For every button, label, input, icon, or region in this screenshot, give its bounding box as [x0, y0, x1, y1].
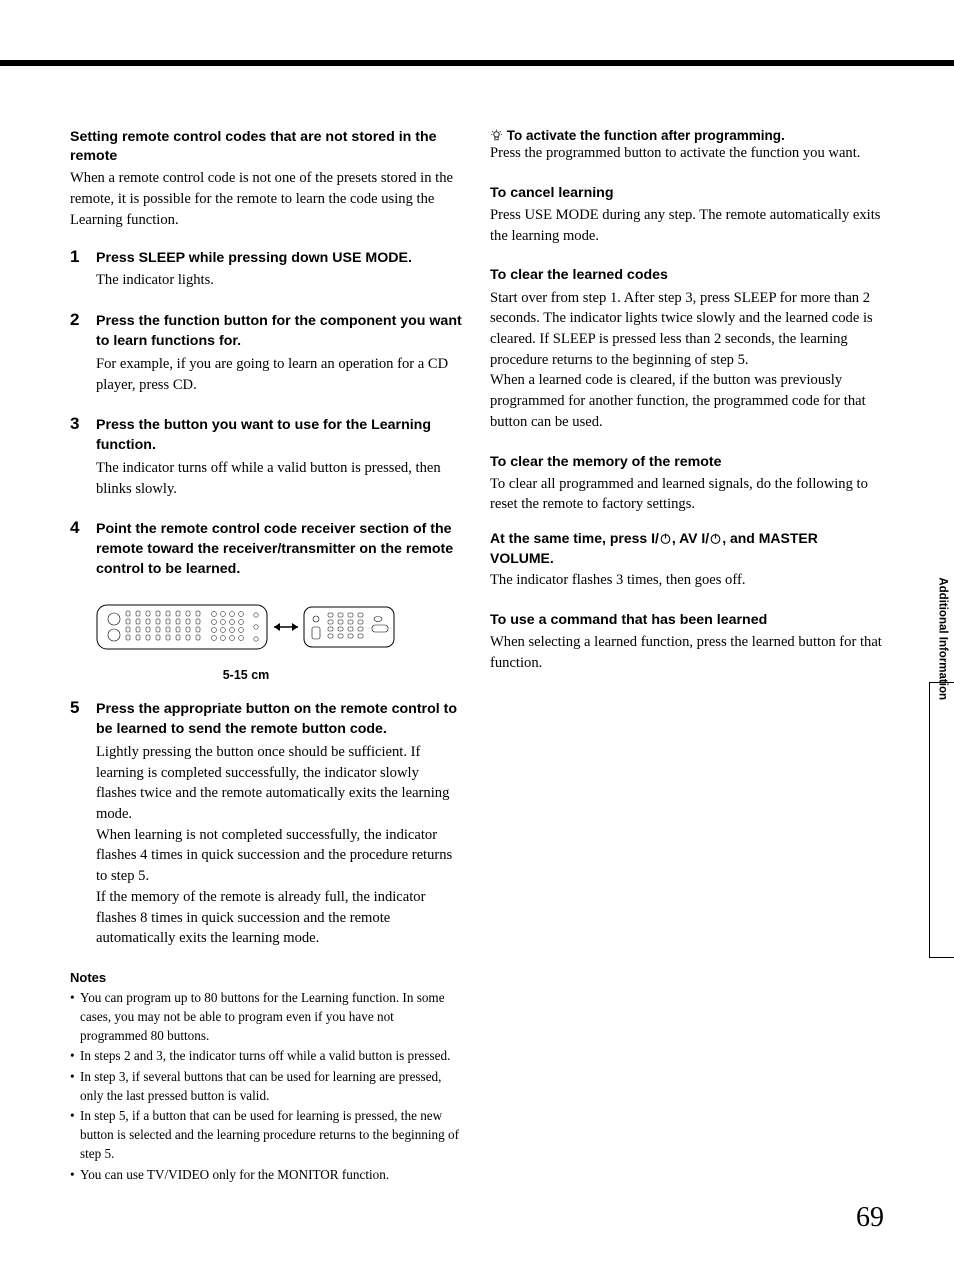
step-title: Point the remote control code receiver s… [96, 520, 462, 580]
note-item: In step 5, if a button that can be used … [70, 1107, 462, 1163]
step-number: 5 [70, 698, 79, 718]
note-item: You can use TV/VIDEO only for the MONITO… [70, 1166, 462, 1185]
step-item: 5 Press the appropriate button on the rem… [70, 700, 462, 949]
power-icon [659, 532, 672, 545]
sec3-body2: The indicator flashes 3 times, then goes… [490, 570, 882, 591]
intro-body: When a remote control code is not one of… [70, 168, 462, 230]
step-body: Lightly pressing the button once should … [96, 742, 462, 949]
sec4-body: When selecting a learned function, press… [490, 632, 882, 673]
sec2-heading: To clear the learned codes [490, 266, 882, 285]
diagram-caption: 5-15 cm [96, 668, 396, 682]
step-item: 4 Point the remote control code receiver … [70, 520, 462, 580]
step-number: 4 [70, 518, 79, 538]
right-column: To activate the function after programmi… [490, 128, 882, 1186]
step-number: 1 [70, 247, 79, 267]
sec3-sub-a: I/ [651, 530, 659, 546]
sec2-body: Start over from step 1. After step 3, pr… [490, 288, 882, 433]
steps-list: 1 Press SLEEP while pressing down USE MOD… [70, 249, 462, 950]
step-body: For example, if you are going to learn a… [96, 354, 462, 395]
tip-icon [490, 128, 507, 143]
intro-heading: Setting remote control codes that are no… [70, 128, 462, 166]
header-rule [0, 60, 954, 66]
step-body: The indicator turns off while a valid bu… [96, 458, 462, 499]
note-item: You can program up to 80 buttons for the… [70, 989, 462, 1045]
page-number: 69 [856, 1202, 884, 1234]
step-title: Press the appropriate button on the remo… [96, 700, 462, 740]
step-body: The indicator lights. [96, 270, 462, 291]
note-item: In steps 2 and 3, the indicator turns of… [70, 1047, 462, 1066]
sec3-sub-mid: , AV [672, 530, 702, 546]
notes-list: You can program up to 80 buttons for the… [70, 989, 462, 1184]
step-title: Press the button you want to use for the… [96, 416, 462, 456]
sidebar-label: Additional Information [937, 577, 949, 700]
sidebar-tab [929, 682, 954, 958]
step-title: Press the function button for the compon… [96, 312, 462, 352]
step-title: Press SLEEP while pressing down USE MODE… [96, 249, 462, 269]
step-item: 1 Press SLEEP while pressing down USE MOD… [70, 249, 462, 292]
sec3-body: To clear all programmed and learned sign… [490, 474, 882, 515]
sec3-heading: To clear the memory of the remote [490, 453, 882, 472]
notes-title: Notes [70, 970, 462, 985]
sec3-sub-b: I/ [701, 530, 709, 546]
left-column: Setting remote control codes that are no… [70, 128, 462, 1186]
step-item: 2 Press the function button for the compo… [70, 312, 462, 395]
sec3-sub: At the same time, press I/, AV I/, and M… [490, 529, 882, 568]
step-item: 3 Press the button you want to use for th… [70, 416, 462, 499]
tip-body: Press the programmed button to activate … [490, 143, 882, 164]
sec3-sub-pre: At the same time, press [490, 530, 651, 546]
tip-title: To activate the function after programmi… [507, 128, 785, 143]
sec1-heading: To cancel learning [490, 184, 882, 203]
sec1-body: Press USE MODE during any step. The remo… [490, 205, 882, 246]
sec4-heading: To use a command that has been learned [490, 611, 882, 630]
power-icon [709, 532, 722, 545]
remote-diagram: 5-15 cm [70, 601, 462, 682]
tip-line: To activate the function after programmi… [490, 128, 882, 143]
step-number: 3 [70, 414, 79, 434]
step-number: 2 [70, 310, 79, 330]
note-item: In step 3, if several buttons that can b… [70, 1068, 462, 1105]
